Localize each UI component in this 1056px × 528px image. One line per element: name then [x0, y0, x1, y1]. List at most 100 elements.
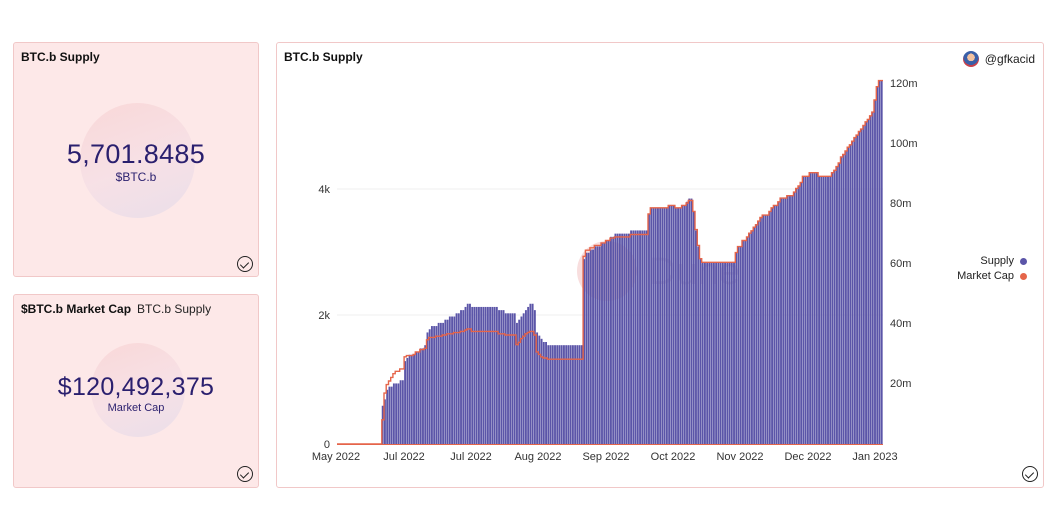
supply-bar	[563, 345, 565, 444]
supply-bar	[486, 306, 489, 444]
supply-bar	[529, 303, 532, 444]
supply-bar	[444, 319, 447, 444]
supply-bar	[786, 195, 789, 445]
supply-bar	[493, 306, 496, 444]
supply-bar	[531, 303, 534, 444]
supply-bar	[607, 240, 610, 444]
supply-bar	[811, 173, 814, 444]
supply-bar	[639, 230, 641, 444]
supply-bar	[724, 262, 727, 444]
supply-bar	[688, 198, 691, 444]
supply-bar	[511, 313, 514, 444]
supply-bar	[753, 227, 756, 444]
supply-bar	[547, 345, 550, 444]
market-cap-counter-card: $BTC.b Market Cap BTC.b Supply $120,492,3…	[13, 294, 259, 488]
supply-bar	[869, 115, 872, 444]
supply-bar	[397, 383, 400, 444]
supply-bar	[484, 306, 487, 444]
check-icon[interactable]	[1022, 466, 1038, 482]
author-name: @gfkacid	[984, 52, 1035, 66]
supply-bar	[820, 176, 823, 444]
supply-bar	[728, 262, 731, 444]
supply-bar	[659, 208, 662, 445]
supply-bar	[773, 204, 776, 444]
supply-bar	[442, 322, 445, 445]
supply-bar	[880, 80, 883, 445]
supply-bar	[399, 380, 402, 444]
legend-item-supply[interactable]: Supply	[957, 255, 1027, 267]
supply-bar	[630, 230, 633, 444]
supply-bar	[448, 316, 451, 444]
x-axis-tick-label: Jul 2022	[450, 451, 492, 463]
supply-bar	[742, 240, 744, 444]
left-axis-tick-label: 2k	[318, 310, 330, 322]
supply-bar	[717, 262, 720, 444]
legend-item-market-cap[interactable]: Market Cap	[957, 270, 1027, 282]
supply-bar	[527, 306, 530, 444]
supply-value: 5,701.8485	[66, 139, 206, 169]
supply-bar	[413, 354, 415, 444]
supply-bar	[554, 345, 556, 444]
supply-bar	[471, 306, 474, 444]
supply-bar	[569, 345, 572, 444]
left-axis-tick-label: 4k	[318, 184, 330, 196]
supply-bar	[777, 201, 780, 444]
supply-bar	[504, 313, 507, 444]
legend-label-supply: Supply	[980, 255, 1014, 267]
supply-bar	[661, 208, 664, 445]
supply-bar	[813, 173, 816, 444]
supply-bar	[408, 354, 411, 444]
supply-bar	[695, 230, 697, 444]
supply-bar	[802, 176, 805, 444]
supply-bar	[455, 313, 458, 444]
supply-bar	[500, 310, 503, 445]
supply-bar	[865, 122, 867, 444]
market-cap-value: $120,492,375	[57, 373, 215, 401]
supply-bar	[683, 204, 686, 444]
supply-bar	[824, 176, 827, 444]
supply-bar	[495, 306, 498, 444]
supply-bar	[670, 204, 673, 444]
dune-watermark-icon	[80, 103, 195, 218]
supply-bar	[415, 351, 418, 444]
legend-dot-market-cap	[1020, 272, 1027, 280]
supply-bar	[422, 348, 424, 445]
supply-bar	[643, 230, 646, 444]
supply-bar	[498, 310, 500, 445]
supply-bar	[641, 230, 644, 444]
supply-bar	[793, 192, 796, 444]
supply-bar	[690, 198, 693, 444]
supply-bar	[648, 214, 650, 444]
supply-bar	[762, 214, 765, 444]
supply-bar	[469, 303, 471, 444]
supply-bar	[871, 112, 874, 444]
supply-bar	[565, 345, 568, 444]
check-icon[interactable]	[237, 466, 253, 482]
supply-bar	[417, 351, 420, 444]
supply-bar	[804, 176, 807, 444]
supply-bar	[672, 204, 675, 444]
supply-bar	[737, 246, 740, 445]
supply-bar	[491, 306, 494, 444]
supply-bar	[540, 338, 543, 444]
supply-bar	[435, 326, 438, 444]
supply-bar	[567, 345, 570, 444]
x-axis-tick-label: Jul 2022	[383, 451, 425, 463]
supply-counter-card: BTC.b Supply 5,701.8485 $BTC.b	[13, 42, 259, 277]
x-axis-tick-label: Jan 2023	[852, 451, 897, 463]
supply-bar	[502, 310, 505, 445]
supply-bar	[815, 173, 818, 444]
supply-bar	[847, 147, 850, 444]
supply-bar	[840, 157, 843, 445]
supply-bar	[538, 335, 541, 445]
supply-bar	[874, 99, 876, 444]
supply-bar	[410, 354, 413, 444]
right-axis-tick-label: 20m	[890, 378, 911, 390]
author-badge[interactable]: @gfkacid	[962, 51, 1035, 67]
supply-bar	[518, 319, 521, 444]
supply-bar	[759, 217, 762, 444]
supply-bar	[583, 259, 586, 445]
check-icon[interactable]	[237, 256, 253, 272]
supply-bar	[746, 236, 749, 444]
